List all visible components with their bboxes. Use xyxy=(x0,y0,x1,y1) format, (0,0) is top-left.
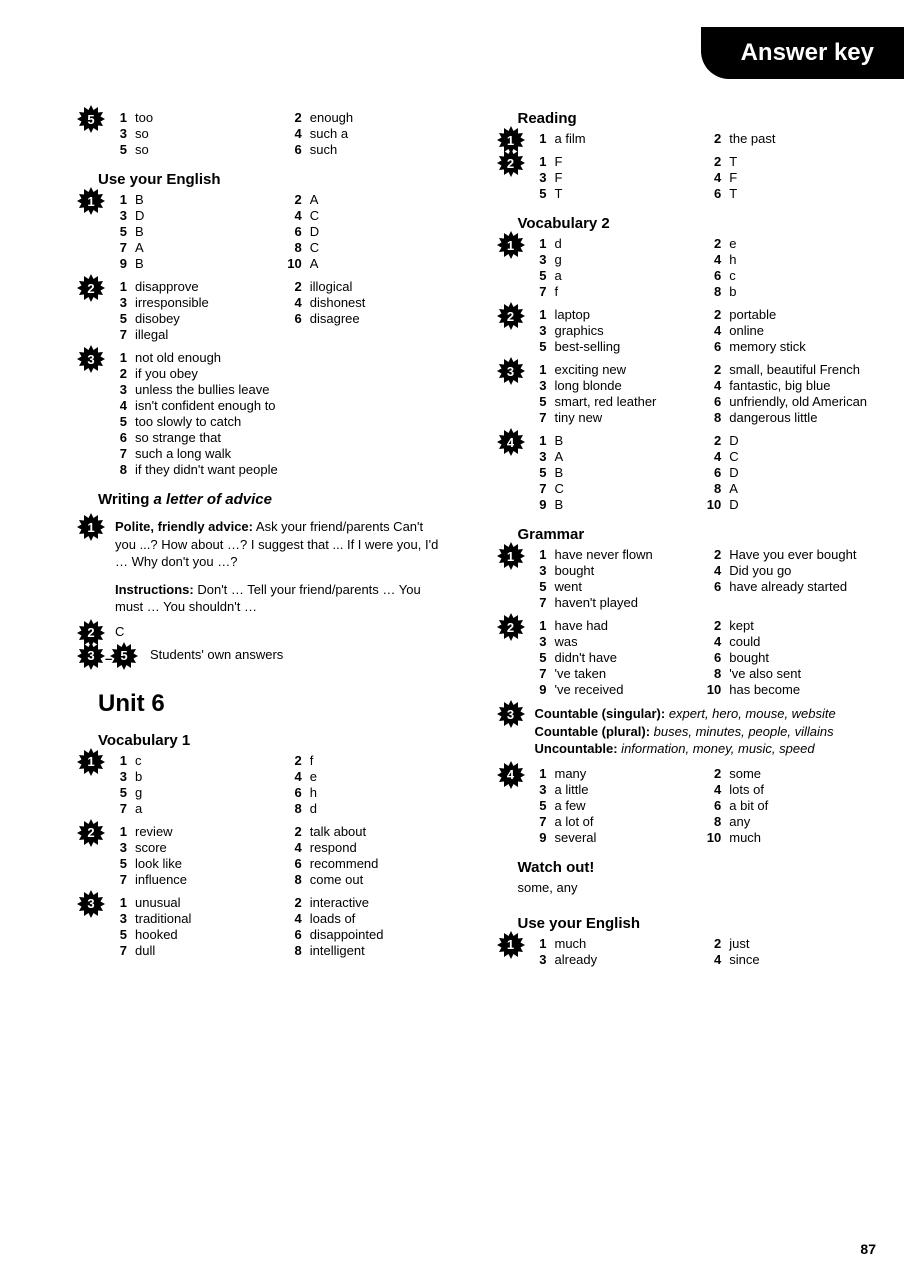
answer-grid: 1too2enough 3so4such a 5so6such xyxy=(115,110,455,157)
exercise-v1-3: 3 1unusual2interactive 3traditional4load… xyxy=(80,895,455,958)
section-title-vocab1: Vocabulary 1 xyxy=(98,732,455,749)
starburst-icon: 1 xyxy=(497,231,525,259)
exercise-writing-3-5: 3 – 5 Students' own answers xyxy=(80,647,455,662)
answer-text: C xyxy=(115,624,455,639)
unit-title: Unit 6 xyxy=(98,690,455,718)
answer-grid: 1unusual2interactive 3traditional4loads … xyxy=(115,895,455,958)
starburst-icon: 2 xyxy=(77,274,105,302)
starburst-icon: 2 xyxy=(497,613,525,641)
exercise-v2-1: 1 1d2e 3g4h 5a6c 7f8b xyxy=(500,236,875,299)
exercise-v2-3: 3 1exciting new2small, beautiful French … xyxy=(500,362,875,425)
prose-block: Countable (singular): expert, hero, mous… xyxy=(535,705,875,758)
starburst-icon: 1 xyxy=(497,931,525,959)
answer-grid: 1exciting new2small, beautiful French 3l… xyxy=(535,362,875,425)
starburst-icon: 3 xyxy=(497,357,525,385)
starburst-icon: 1 xyxy=(77,513,105,541)
starburst-icon: 2 xyxy=(77,819,105,847)
page-content: 5 1too2enough 3so4such a 5so6such Use yo… xyxy=(80,110,874,975)
section-title-use-your-english: Use your English xyxy=(98,171,455,188)
exercise-ruye1: 1 1much2just 3already4since xyxy=(500,936,875,967)
starburst-icon: 4 xyxy=(497,761,525,789)
exercise-g1: 1 1have never flown2Have you ever bought… xyxy=(500,547,875,610)
left-column: 5 1too2enough 3so4such a 5so6such Use yo… xyxy=(80,110,455,975)
answer-grid: 1review2talk about 3score4respond 5look … xyxy=(115,824,455,887)
answer-grid: 1a film2the past xyxy=(535,131,875,146)
exercise-r1: 1 1a film2the past xyxy=(500,131,875,146)
starburst-icon: 2 xyxy=(497,302,525,330)
starburst-icon: 1 xyxy=(77,748,105,776)
exercise-5: 5 1too2enough 3so4such a 5so6such xyxy=(80,110,455,157)
answer-grid: 1c2f 3b4e 5g6h 7a8d xyxy=(115,753,455,816)
starburst-icon: 3 xyxy=(77,642,105,670)
answer-grid: 1much2just 3already4since xyxy=(535,936,875,967)
section-title-grammar: Grammar xyxy=(518,526,875,543)
starburst-icon: 5 xyxy=(110,642,138,670)
exercise-g3: 3 Countable (singular): expert, hero, mo… xyxy=(500,705,875,758)
watch-out-text: some, any xyxy=(518,880,875,895)
exercise-g2: 2 1have had2kept 3was4could 5didn't have… xyxy=(500,618,875,697)
answer-grid: 1have had2kept 3was4could 5didn't have6b… xyxy=(535,618,875,697)
exercise-v2-4: 4 1B2D 3A4C 5B6D 7C8A 9B10D xyxy=(500,433,875,512)
exercise-v1-1: 1 1c2f 3b4e 5g6h 7a8d xyxy=(80,753,455,816)
answer-grid: 1disapprove2illogical 3irresponsible4dis… xyxy=(115,279,455,342)
starburst-icon: 3 xyxy=(77,345,105,373)
starburst-icon: 1 xyxy=(497,542,525,570)
section-title-reading: Reading xyxy=(518,110,875,127)
answer-text: Students' own answers xyxy=(115,647,455,662)
exercise-uye-3: 3 1not old enough 2if you obey 3unless t… xyxy=(80,350,455,477)
answer-grid: 1have never flown2Have you ever bought 3… xyxy=(535,547,875,610)
section-title-writing: Writing a letter of advice xyxy=(98,491,455,508)
answer-grid: 1laptop2portable 3graphics4online 5best-… xyxy=(535,307,875,354)
section-title-vocab2: Vocabulary 2 xyxy=(518,215,875,232)
answer-grid: 1F2T 3F4F 5T6T xyxy=(535,154,875,201)
starburst-icon: 5 xyxy=(77,105,105,133)
exercise-v1-2: 2 1review2talk about 3score4respond 5loo… xyxy=(80,824,455,887)
answer-list: 1not old enough 2if you obey 3unless the… xyxy=(115,350,455,477)
exercise-r2: 2 1F2T 3F4F 5T6T xyxy=(500,154,875,201)
answer-grid: 1B2A 3D4C 5B6D 7A8C 9B10A xyxy=(115,192,455,271)
section-title-use-your-english-right: Use your English xyxy=(518,915,875,932)
exercise-writing-2: 2 C xyxy=(80,624,455,639)
page-number: 87 xyxy=(860,1241,876,1257)
right-column: Reading 1 1a film2the past 2 1F2T 3F4F 5… xyxy=(500,110,875,975)
answer-grid: 1many2some 3a little4lots of 5a few6a bi… xyxy=(535,766,875,845)
starburst-icon: 1 xyxy=(77,187,105,215)
prose-block: Polite, friendly advice: Ask your friend… xyxy=(115,518,455,616)
answer-grid: 1d2e 3g4h 5a6c 7f8b xyxy=(535,236,875,299)
starburst-icon: 3 xyxy=(77,890,105,918)
exercise-uye-2: 2 1disapprove2illogical 3irresponsible4d… xyxy=(80,279,455,342)
starburst-icon: 4 xyxy=(497,428,525,456)
starburst-icon: 3 xyxy=(497,700,525,728)
exercise-writing-1: 1 Polite, friendly advice: Ask your frie… xyxy=(80,518,455,616)
starburst-icon: 2 xyxy=(497,149,525,177)
header-tab: Answer key xyxy=(701,27,904,79)
section-title-watch-out: Watch out! xyxy=(518,859,875,876)
exercise-uye-1: 1 1B2A 3D4C 5B6D 7A8C 9B10A xyxy=(80,192,455,271)
exercise-g4: 4 1many2some 3a little4lots of 5a few6a … xyxy=(500,766,875,845)
exercise-v2-2: 2 1laptop2portable 3graphics4online 5bes… xyxy=(500,307,875,354)
answer-grid: 1B2D 3A4C 5B6D 7C8A 9B10D xyxy=(535,433,875,512)
